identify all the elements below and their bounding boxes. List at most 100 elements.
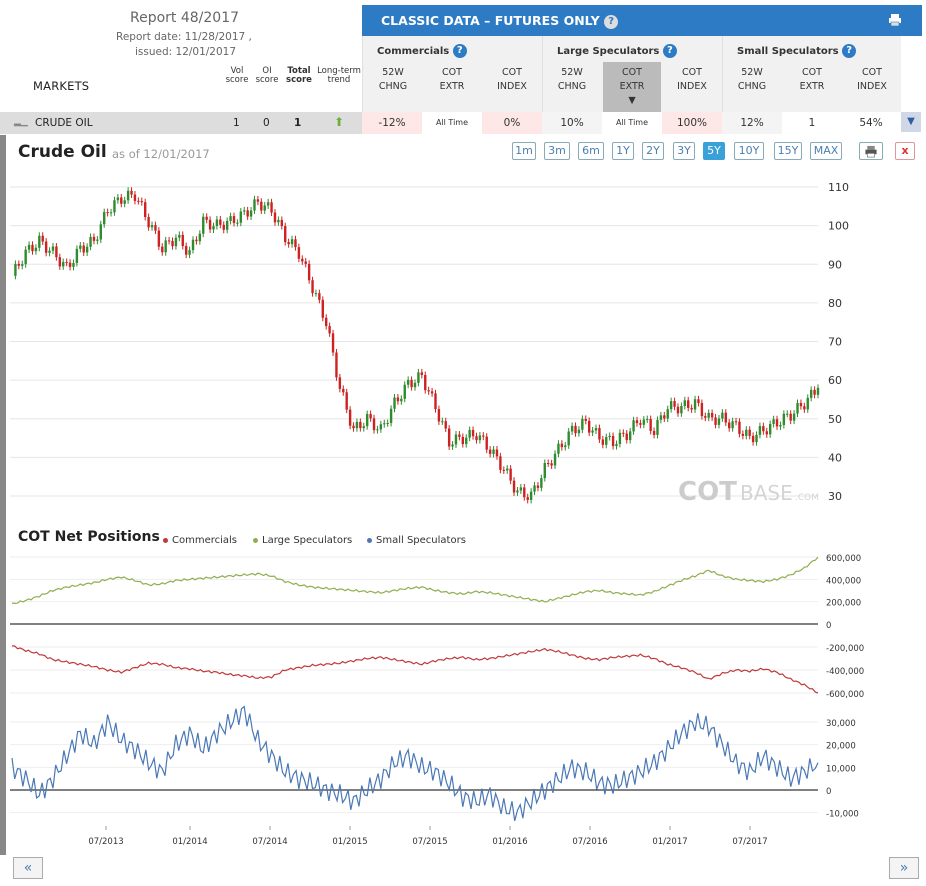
price-candle bbox=[325, 317, 328, 327]
price-candle bbox=[519, 487, 523, 491]
price-candle bbox=[485, 436, 488, 450]
price-candle bbox=[417, 372, 420, 383]
help-icon[interactable]: ? bbox=[662, 44, 677, 58]
price-candle bbox=[109, 212, 113, 214]
legend-small-speculators[interactable]: Small Speculators bbox=[367, 535, 466, 546]
col-52w-chng[interactable]: 52W CHNG bbox=[378, 67, 408, 92]
range-1y-button[interactable]: 1Y bbox=[612, 142, 634, 160]
price-candle bbox=[683, 400, 687, 406]
x-tick-label: 01/2015 bbox=[332, 837, 367, 847]
price-candle bbox=[34, 247, 38, 252]
sort-down-icon: ▼ bbox=[628, 95, 636, 106]
price-candle bbox=[461, 436, 465, 445]
price-candle bbox=[734, 421, 738, 423]
cot-tick-label: 200,000 bbox=[826, 599, 861, 609]
range-5y-button[interactable]: 5Y bbox=[703, 142, 725, 160]
price-candle bbox=[331, 333, 335, 353]
price-candle bbox=[195, 239, 198, 242]
range-3y-button[interactable]: 3Y bbox=[673, 142, 695, 160]
close-button[interactable]: x bbox=[895, 142, 915, 160]
price-candle bbox=[495, 449, 499, 457]
print-icon[interactable] bbox=[888, 13, 902, 27]
price-candle bbox=[540, 478, 543, 488]
price-candle bbox=[751, 435, 755, 443]
price-candle bbox=[263, 205, 266, 211]
prev-button[interactable]: « bbox=[13, 857, 43, 879]
price-candle bbox=[154, 225, 157, 231]
legend-large-speculators[interactable]: Large Speculators bbox=[253, 535, 352, 546]
price-candle bbox=[304, 261, 307, 264]
expand-down-icon[interactable]: ▼ bbox=[901, 112, 921, 132]
price-candle bbox=[386, 422, 389, 424]
oi-score: 0 bbox=[263, 117, 270, 129]
print-icon bbox=[865, 145, 877, 158]
col-cot-extr[interactable]: COT EXTR bbox=[799, 67, 825, 92]
col-52w-chng[interactable]: 52W CHNG bbox=[737, 67, 767, 92]
price-candle bbox=[693, 399, 697, 410]
price-candle bbox=[140, 201, 143, 203]
price-candle bbox=[379, 424, 383, 430]
range-3m-button[interactable]: 3m bbox=[544, 142, 570, 160]
range-10y-button[interactable]: 10Y bbox=[734, 142, 764, 160]
price-candle bbox=[738, 421, 741, 434]
price-candle bbox=[222, 224, 225, 230]
classic-title: CLASSIC DATA – FUTURES ONLY ? bbox=[381, 13, 619, 29]
col-cot-index[interactable]: COT INDEX bbox=[497, 67, 527, 92]
price-candle bbox=[659, 415, 663, 420]
price-candle bbox=[150, 225, 154, 228]
price-candle bbox=[772, 419, 775, 425]
range-6m-button[interactable]: 6m bbox=[578, 142, 604, 160]
left-rail bbox=[0, 135, 6, 855]
price-candle bbox=[601, 439, 605, 445]
market-name[interactable]: CRUDE OIL bbox=[35, 117, 93, 129]
price-candle bbox=[219, 219, 222, 225]
series-line-small-speculators bbox=[11, 705, 819, 821]
price-candle bbox=[85, 246, 89, 253]
x-tick-label: 01/2016 bbox=[492, 837, 527, 847]
range-max-button[interactable]: MAX bbox=[810, 142, 842, 160]
next-button[interactable]: » bbox=[889, 857, 919, 879]
price-candle bbox=[543, 462, 546, 479]
col-cot-extr[interactable]: COT EXTR bbox=[439, 67, 465, 92]
legend-commercials[interactable]: Commercials bbox=[163, 535, 237, 546]
price-candle bbox=[21, 264, 24, 266]
price-candle bbox=[410, 379, 413, 388]
group-large-speculators: Large Speculators ? 52W CHNG COT EXTR ▼ COT… bbox=[542, 36, 723, 116]
range-2y-button[interactable]: 2Y bbox=[642, 142, 664, 160]
price-candle bbox=[697, 399, 700, 404]
help-icon[interactable]: ? bbox=[842, 44, 857, 58]
price-candle bbox=[44, 241, 48, 253]
col-52w-chng[interactable]: 52W CHNG bbox=[557, 67, 587, 92]
price-candle bbox=[365, 414, 369, 427]
price-candle bbox=[553, 453, 557, 466]
price-candle bbox=[181, 234, 184, 247]
price-tick-label: 60 bbox=[828, 374, 842, 387]
col-cot-extr-selected[interactable]: COT EXTR ▼ bbox=[603, 62, 661, 116]
help-icon[interactable]: ? bbox=[452, 44, 467, 58]
price-candle bbox=[465, 437, 468, 445]
price-candle bbox=[72, 262, 75, 267]
price-candle bbox=[656, 419, 659, 435]
print-chart-button[interactable] bbox=[859, 142, 883, 160]
price-tick-label: 50 bbox=[828, 413, 842, 426]
price-candle bbox=[51, 246, 55, 251]
cot-tick-label: 0 bbox=[826, 787, 831, 797]
price-candle bbox=[348, 409, 352, 426]
price-candle bbox=[700, 403, 704, 417]
range-15y-button[interactable]: 15Y bbox=[774, 142, 802, 160]
help-icon[interactable]: ? bbox=[604, 14, 619, 29]
price-candle bbox=[393, 397, 396, 409]
range-1m-button[interactable]: 1m bbox=[512, 142, 536, 160]
price-candle bbox=[724, 412, 727, 423]
table-row[interactable]: ▂▁ CRUDE OIL 1 0 1 ⬆ -12% All Time 0% 10… bbox=[0, 112, 900, 134]
price-candle bbox=[205, 216, 208, 220]
price-candle bbox=[41, 235, 44, 242]
price-candle bbox=[557, 443, 560, 454]
col-cot-index[interactable]: COT INDEX bbox=[857, 67, 887, 92]
price-candle bbox=[666, 409, 669, 419]
price-candle bbox=[676, 406, 680, 414]
price-candle bbox=[273, 212, 277, 223]
col-cot-index[interactable]: COT INDEX bbox=[677, 67, 707, 92]
price-candle bbox=[454, 434, 458, 445]
